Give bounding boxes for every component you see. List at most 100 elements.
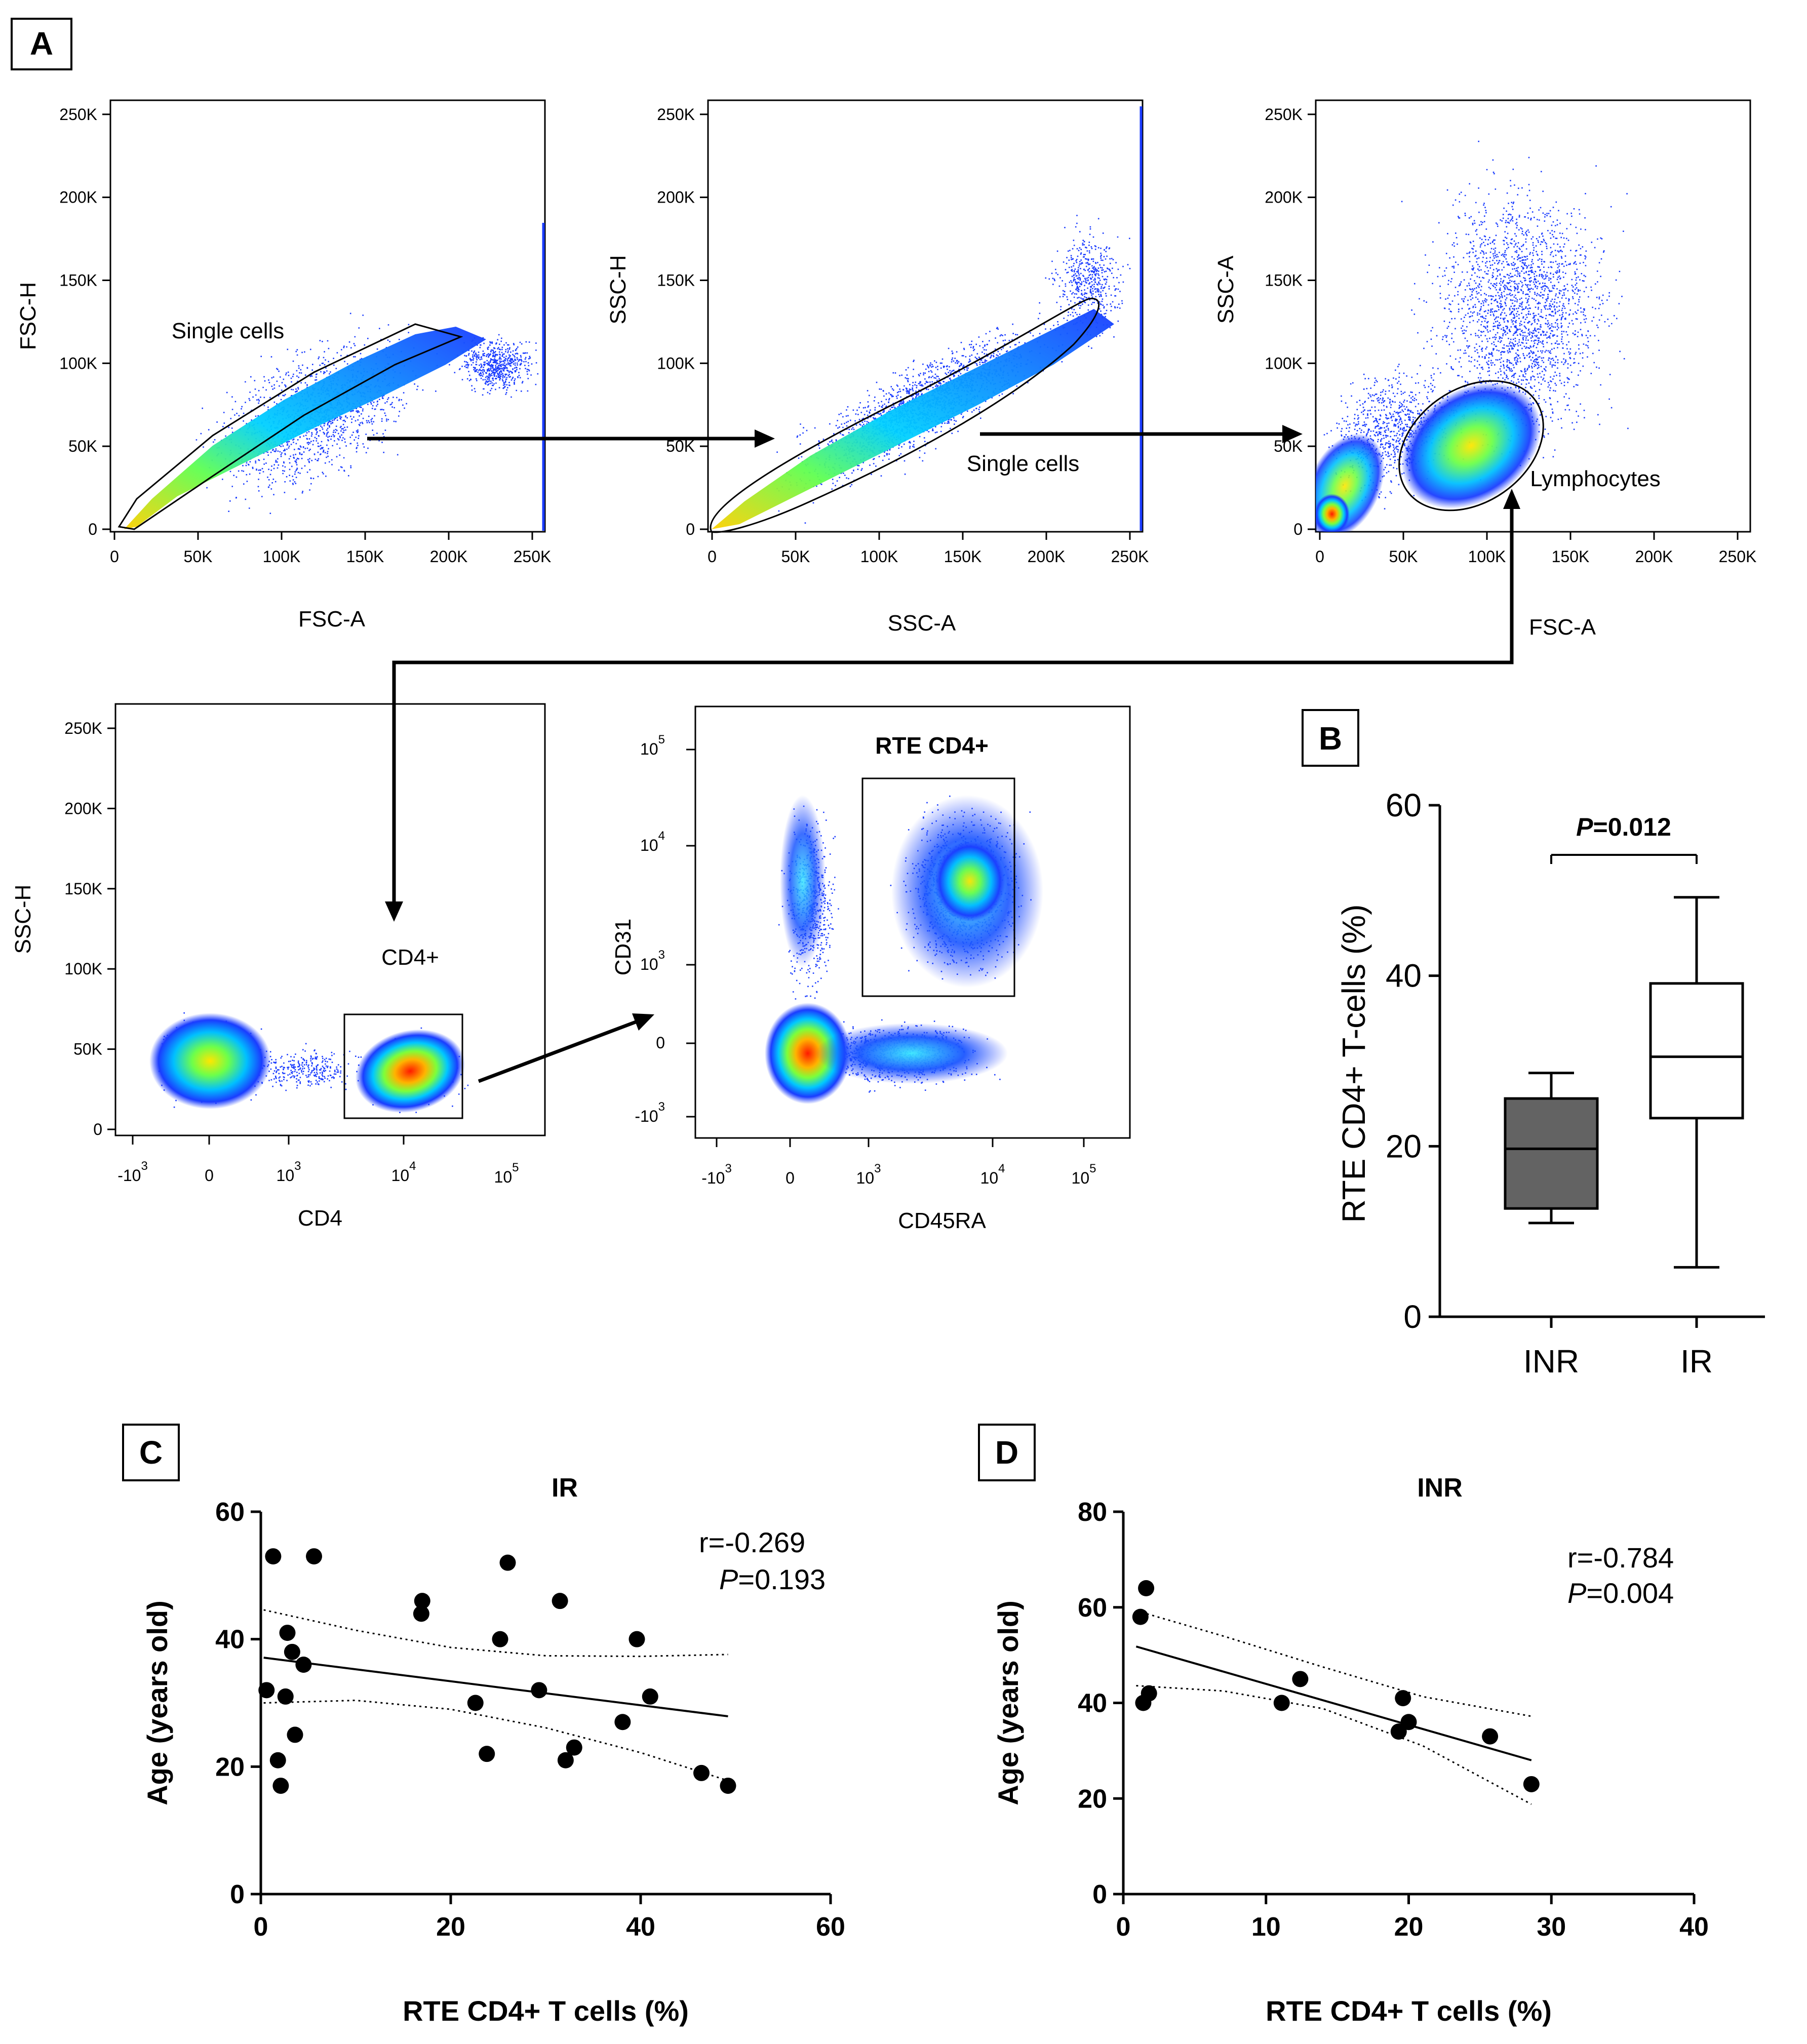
data-point bbox=[1482, 1728, 1499, 1745]
ytick-label: 250K bbox=[657, 105, 695, 124]
ytick-label: 100K bbox=[64, 960, 102, 978]
ytick-label: 0 bbox=[656, 1034, 665, 1052]
plot-a2: Single cells SSC-A SSC-H 0 50K 100K 150K 200… bbox=[606, 99, 1149, 636]
plot-a2-xlabel: SSC-A bbox=[888, 611, 956, 636]
plot-a2-gate bbox=[710, 297, 1100, 533]
xtick-label: 0 bbox=[254, 1912, 268, 1942]
data-point bbox=[1395, 1690, 1411, 1707]
ytick-label: 0 bbox=[686, 520, 695, 538]
ci-lower-band bbox=[263, 1699, 728, 1782]
ytick-label: 250K bbox=[64, 719, 102, 737]
scatter-d: 0 10 20 30 40 0 20 40 60 80 INR RTE CD4+ T cells (%… bbox=[992, 1473, 1709, 2027]
box-inr bbox=[1504, 1097, 1599, 1210]
chart-title: INR bbox=[1417, 1473, 1463, 1503]
data-point bbox=[467, 1695, 484, 1711]
data-point bbox=[284, 1643, 300, 1660]
data-point bbox=[720, 1778, 736, 1794]
xtick-label: 50K bbox=[1389, 547, 1418, 566]
ytick-label: 0 bbox=[88, 520, 97, 538]
gating-arrows bbox=[367, 425, 1520, 1083]
regression-line bbox=[263, 1657, 728, 1717]
data-point bbox=[1132, 1608, 1149, 1625]
plot-a4-xlabel: CD4 bbox=[298, 1206, 342, 1231]
xtick-label: 150K bbox=[944, 547, 982, 566]
plot-a1-ylabel: FSC-H bbox=[16, 282, 41, 350]
plot-a3-gate bbox=[1398, 380, 1544, 512]
plot-a4-gate-label: CD4+ bbox=[381, 945, 439, 970]
xtick-label: 200K bbox=[1635, 547, 1673, 566]
plot-a2-gate-label: Single cells bbox=[967, 451, 1080, 476]
panel-c-label-box bbox=[122, 1424, 180, 1481]
scatter-c: 0 20 40 60 0 20 40 60 IR RTE CD4+ T cells (%) Age … bbox=[141, 1473, 845, 2027]
b-category-label: INR bbox=[1523, 1343, 1579, 1380]
panel-d-label-box bbox=[978, 1424, 1036, 1481]
ytick-label: 104 bbox=[640, 829, 665, 854]
ytick-label: 103 bbox=[640, 948, 665, 973]
ytick-label: 60 bbox=[1078, 1593, 1107, 1623]
plot-a2-density bbox=[712, 106, 1143, 531]
data-point bbox=[552, 1593, 568, 1609]
b-category-label: IR bbox=[1680, 1343, 1713, 1380]
chart-title: IR bbox=[552, 1473, 578, 1503]
ytick-label: 100K bbox=[1265, 354, 1303, 372]
xtick-label: 0 bbox=[708, 547, 717, 566]
panel-a-label-box bbox=[11, 18, 72, 70]
data-point bbox=[1141, 1685, 1157, 1702]
box-ir bbox=[1649, 982, 1744, 1120]
panel-b-label: B bbox=[1319, 720, 1342, 757]
ytick-label: 150K bbox=[64, 880, 102, 898]
xtick-label: 0 bbox=[785, 1169, 795, 1187]
xtick-label: 150K bbox=[1552, 547, 1590, 566]
ytick-label: -103 bbox=[635, 1100, 665, 1125]
ytick-label: 20 bbox=[215, 1752, 245, 1782]
b-ytick-label: 20 bbox=[1386, 1128, 1422, 1164]
plot-a4-xtick-extra: 105 bbox=[494, 1161, 519, 1186]
x-axis-label: RTE CD4+ T cells (%) bbox=[1266, 1995, 1552, 2027]
ci-upper-band bbox=[263, 1609, 728, 1658]
ytick-label: 250K bbox=[59, 105, 97, 124]
plot-a3-ylabel: SSC-A bbox=[1213, 255, 1238, 324]
xtick-label: 250K bbox=[514, 547, 552, 566]
xtick-label: 200K bbox=[1028, 547, 1066, 566]
xtick-label: 0 bbox=[110, 547, 119, 566]
data-point bbox=[295, 1657, 312, 1673]
data-point bbox=[413, 1605, 429, 1622]
y-axis-label: Age (years old) bbox=[141, 1600, 173, 1805]
xtick-label: 100K bbox=[860, 547, 898, 566]
data-point bbox=[693, 1764, 710, 1781]
data-point bbox=[265, 1548, 282, 1565]
data-point bbox=[287, 1726, 303, 1743]
data-point bbox=[628, 1631, 645, 1647]
ytick-label: 250K bbox=[1265, 105, 1303, 124]
regression-line bbox=[1135, 1645, 1532, 1761]
xtick-label: 103 bbox=[277, 1159, 301, 1185]
xtick-label: 104 bbox=[980, 1162, 1005, 1187]
panel-b-label-box bbox=[1302, 709, 1359, 767]
panel-a-label: A bbox=[30, 25, 53, 62]
xtick-label: 30 bbox=[1537, 1912, 1566, 1942]
data-point bbox=[614, 1714, 631, 1731]
data-point bbox=[642, 1688, 658, 1705]
significance-label: P=0.012 bbox=[1576, 813, 1671, 841]
xtick-label: 0 bbox=[1315, 547, 1324, 566]
panel-d-stat-r: r=-0.784 bbox=[1567, 1542, 1674, 1574]
plot-a4-density bbox=[149, 1012, 469, 1113]
xtick-label: 200K bbox=[430, 547, 468, 566]
plot-a4-ylabel: SSC-H bbox=[11, 885, 35, 954]
ytick-label: 0 bbox=[93, 1120, 102, 1138]
plot-a5-gate bbox=[861, 777, 1015, 997]
ytick-label: 80 bbox=[1078, 1498, 1107, 1527]
xtick-label: 20 bbox=[1394, 1912, 1424, 1942]
panel-d: D 0 10 20 30 40 0 20 40 60 80 INR RTE CD4+ T cells … bbox=[978, 1424, 1709, 2027]
data-point bbox=[272, 1778, 289, 1794]
plot-a1: Single cells FSC-A FSC-H 0 50K 100K 150K 200… bbox=[16, 99, 552, 632]
panel-a: A Single cells FSC-A FSC-H 0 50K 100K 150K 2… bbox=[11, 18, 1756, 1233]
xtick-label: 0 bbox=[1116, 1912, 1131, 1942]
ytick-label: 200K bbox=[64, 799, 102, 817]
data-point bbox=[258, 1682, 275, 1699]
xtick-label: 0 bbox=[205, 1166, 214, 1185]
boxplot-b: 0 20 40 60 RTE CD4+ T-cells (%) INR IR bbox=[1335, 787, 1765, 1380]
data-point bbox=[557, 1752, 574, 1768]
ytick-label: 60 bbox=[215, 1498, 245, 1527]
